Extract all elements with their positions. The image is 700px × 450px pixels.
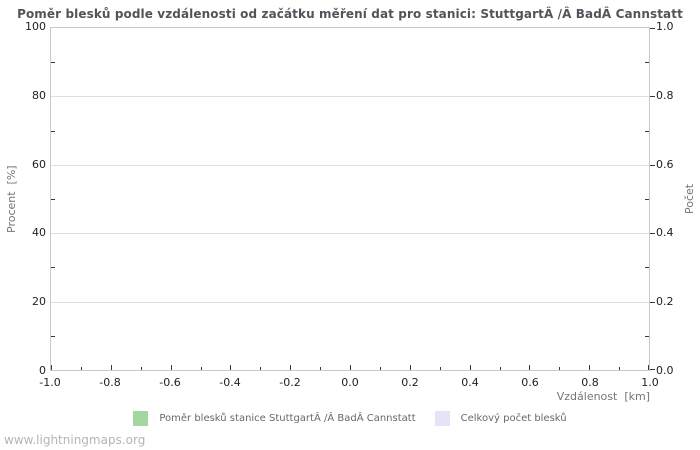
legend: Poměr blesků stanice StuttgartÂ /Â BadÂ … [0, 411, 700, 426]
y-minor-tick-right [645, 62, 649, 64]
y-minor-tick-right [645, 130, 649, 132]
x-minor-tick [320, 367, 322, 370]
legend-item-ratio: Poměr blesků stanice StuttgartÂ /Â BadÂ … [133, 411, 416, 426]
y-left-tick-label: 60 [32, 158, 46, 171]
y-minor-tick-left [51, 62, 55, 64]
plot-area [50, 27, 655, 371]
y-right-tick-label: 0.6 [656, 158, 674, 171]
y-minor-tick-right [645, 199, 649, 200]
y-left-tick-label: 100 [25, 20, 46, 33]
x-minor-tick [439, 367, 441, 370]
x-tick-label: 0.2 [401, 376, 419, 389]
x-major-tick [110, 365, 112, 370]
y-major-tick-right [650, 369, 655, 370]
x-major-tick [230, 365, 232, 370]
y-minor-tick-right [645, 335, 649, 337]
x-major-tick [350, 365, 351, 370]
x-tick-label: 0.8 [581, 376, 599, 389]
y-right-tick-label: 0.8 [656, 89, 674, 102]
x-tick-label: -0.8 [99, 376, 121, 389]
x-major-tick [529, 365, 531, 370]
x-minor-tick [260, 367, 262, 370]
x-minor-tick [499, 367, 501, 370]
y-minor-tick-left [51, 267, 55, 269]
y-major-tick-right [650, 96, 655, 98]
y-right-tick-label: 0.4 [656, 226, 674, 239]
x-tick-label: -1.0 [39, 376, 61, 389]
x-major-tick [51, 365, 52, 370]
y-right-tick-label: 0.2 [656, 295, 674, 308]
x-minor-tick [559, 367, 561, 370]
x-tick-label: -0.4 [219, 376, 241, 389]
y-right-tick-label: 0.0 [656, 364, 674, 377]
y-major-tick-right [650, 233, 655, 235]
chart-title: Poměr blesků podle vzdálenosti od začátk… [17, 7, 683, 21]
y-left-tick-label: 20 [32, 295, 46, 308]
y-major-tick-right [650, 164, 655, 166]
x-minor-tick [140, 367, 142, 370]
x-tick-label: 0.6 [521, 376, 539, 389]
y-minor-tick-left [51, 130, 55, 132]
x-major-tick [170, 365, 172, 370]
x-minor-tick [200, 367, 202, 370]
x-tick-label: -0.6 [159, 376, 181, 389]
x-major-tick [290, 365, 292, 370]
x-minor-tick [80, 367, 82, 370]
y-axis-title-right: Počet [683, 183, 696, 215]
watermark-link[interactable]: www.lightningmaps.org [4, 433, 146, 447]
legend-swatch-ratio-icon [133, 411, 149, 426]
y-minor-tick-left [51, 199, 55, 200]
x-tick-label: 1.0 [641, 376, 659, 389]
x-axis-title: Vzdálenost [km] [556, 390, 650, 403]
x-tick-label: 0.0 [341, 376, 359, 389]
x-minor-tick [619, 367, 621, 370]
x-major-tick [469, 365, 471, 370]
x-major-tick [648, 365, 649, 370]
y-left-tick-label: 0 [39, 364, 46, 377]
y-major-tick-right [650, 28, 655, 29]
x-major-tick [589, 365, 591, 370]
y-major-tick-right [650, 301, 655, 303]
gridline [51, 164, 649, 166]
y-minor-tick-right [645, 267, 649, 269]
legend-label-ratio: Poměr blesků stanice StuttgartÂ /Â BadÂ … [159, 413, 416, 424]
y-minor-tick-left [51, 335, 55, 337]
gridline [51, 233, 649, 235]
gridline [51, 301, 649, 303]
x-minor-tick [379, 367, 381, 370]
legend-label-total: Celkový počet blesků [460, 413, 567, 424]
y-left-tick-label: 40 [32, 226, 46, 239]
y-right-tick-label: 1.0 [656, 20, 674, 33]
y-left-tick-label: 80 [32, 89, 46, 102]
gridline [51, 96, 649, 98]
x-major-tick [409, 365, 411, 370]
x-tick-label: 0.4 [461, 376, 479, 389]
legend-swatch-total-icon [434, 411, 450, 426]
x-tick-label: -0.2 [279, 376, 301, 389]
y-axis-title-left: Procent [%] [5, 165, 18, 233]
legend-item-total: Celkový počet blesků [434, 411, 567, 426]
